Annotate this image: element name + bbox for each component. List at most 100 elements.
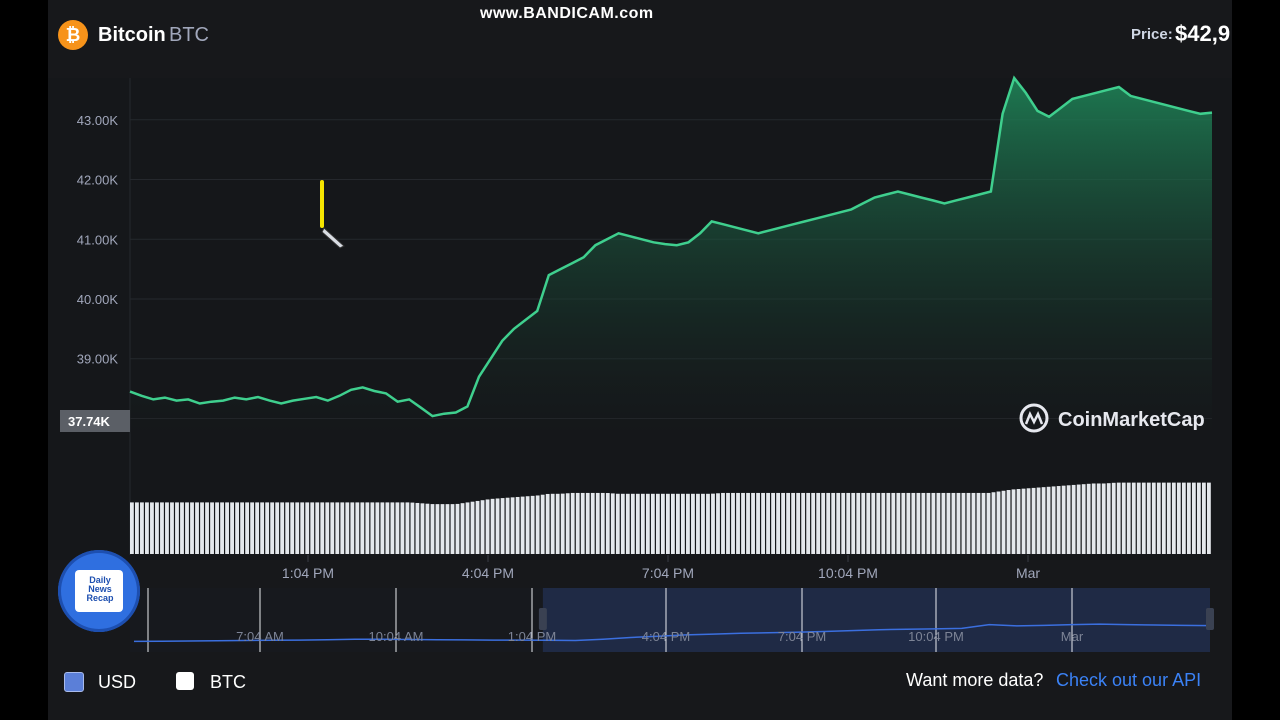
volume-bar bbox=[355, 502, 360, 554]
volume-bar bbox=[861, 492, 866, 554]
volume-bar bbox=[821, 492, 826, 554]
volume-bar bbox=[585, 492, 590, 554]
volume-bar bbox=[956, 492, 961, 554]
bitcoin-logo-icon: ₿ bbox=[58, 20, 88, 50]
volume-bar bbox=[751, 492, 755, 554]
coinmarketcap-logo-icon bbox=[1019, 403, 1049, 433]
btc-checkbox[interactable] bbox=[176, 672, 194, 690]
usd-checkbox[interactable] bbox=[64, 672, 84, 692]
volume-bar bbox=[776, 492, 781, 554]
y-tick-label: 42.00K bbox=[77, 173, 119, 188]
volume-bar bbox=[510, 497, 515, 554]
volume-bar bbox=[1116, 482, 1121, 554]
volume-bar bbox=[540, 494, 545, 554]
volume-bar bbox=[475, 500, 480, 554]
volume-bar bbox=[295, 502, 300, 554]
volume-bar bbox=[986, 492, 991, 554]
volume-bar bbox=[1041, 487, 1046, 554]
volume-bar bbox=[1121, 482, 1126, 554]
volume-bar bbox=[215, 502, 219, 554]
usd-label: USD bbox=[98, 672, 137, 692]
volume-bar bbox=[706, 493, 710, 554]
volume-bar bbox=[771, 492, 775, 554]
daily-news-recap-badge: Daily News Recap bbox=[58, 550, 140, 632]
y-tick-label: 39.00K bbox=[77, 352, 119, 367]
range-navigator[interactable]: 7:04 AM 10:04 AM 1:04 PM 4:04 PM 7:04 PM 10:0… bbox=[130, 588, 1214, 652]
volume-bar bbox=[816, 492, 821, 554]
volume-bar bbox=[620, 493, 625, 554]
volume-bar bbox=[766, 492, 770, 554]
volume-bar bbox=[701, 493, 705, 554]
volume-bar bbox=[345, 502, 350, 554]
volume-bar bbox=[691, 493, 695, 554]
x-tick-label: Mar bbox=[1016, 565, 1040, 581]
volume-bar bbox=[385, 502, 390, 554]
volume-bar bbox=[560, 493, 565, 554]
volume-bar bbox=[445, 504, 450, 554]
volume-bar bbox=[966, 492, 971, 554]
volume-bar bbox=[951, 492, 956, 554]
volume-bar bbox=[330, 502, 335, 554]
volume-bar bbox=[565, 493, 570, 554]
volume-bar bbox=[881, 492, 886, 554]
want-more-data-text: Want more data? bbox=[906, 670, 1044, 690]
volume-bar bbox=[260, 502, 265, 554]
coinmarketcap-brand: CoinMarketCap bbox=[1058, 409, 1205, 431]
volume-bar bbox=[340, 502, 345, 554]
volume-bar bbox=[255, 502, 260, 554]
volume-bar bbox=[831, 492, 836, 554]
volume-bar bbox=[200, 502, 204, 554]
volume-bar bbox=[535, 495, 540, 554]
volume-bar bbox=[686, 493, 690, 554]
volume-bar bbox=[465, 502, 470, 554]
navigator-handle-right[interactable] bbox=[1206, 608, 1214, 630]
volume-bar bbox=[150, 502, 154, 554]
volume-bar bbox=[1086, 483, 1091, 554]
volume-bar bbox=[1081, 484, 1086, 554]
volume-bar bbox=[1036, 487, 1041, 554]
volume-bar bbox=[1021, 488, 1026, 554]
navigator-handle-left[interactable] bbox=[538, 608, 547, 630]
volume-bar bbox=[1106, 483, 1111, 554]
x-tick-label: 7:04 PM bbox=[642, 565, 694, 581]
header: ₿ Bitcoin BTC Price: $42,9 bbox=[48, 0, 1232, 72]
volume-bar bbox=[826, 492, 831, 554]
volume-bar bbox=[140, 502, 144, 554]
volume-bar bbox=[550, 493, 555, 554]
navigator-selection[interactable] bbox=[542, 588, 1210, 652]
volume-bar bbox=[1011, 489, 1016, 554]
volume-bar bbox=[280, 502, 285, 554]
volume-bar bbox=[736, 492, 740, 554]
volume-bar bbox=[891, 492, 896, 554]
volume-bar bbox=[901, 492, 906, 554]
volume-bars bbox=[130, 482, 1211, 554]
chart-window: ₿ Bitcoin BTC Price: $42,9 38.00K39.00K4… bbox=[48, 0, 1232, 720]
volume-bar bbox=[926, 492, 931, 554]
volume-bar bbox=[1201, 482, 1206, 554]
volume-bar bbox=[315, 502, 320, 554]
volume-bar bbox=[530, 495, 535, 554]
volume-bar bbox=[285, 502, 290, 554]
volume-bar bbox=[1071, 484, 1076, 554]
volume-bar bbox=[375, 502, 380, 554]
volume-bar bbox=[1101, 483, 1106, 554]
volume-bar bbox=[165, 502, 169, 554]
volume-bar bbox=[1006, 490, 1011, 554]
volume-bar bbox=[696, 493, 700, 554]
check-out-api-link[interactable]: Check out our API bbox=[1056, 670, 1202, 690]
volume-bar bbox=[545, 493, 550, 554]
volume-bar bbox=[635, 493, 640, 554]
volume-bar bbox=[325, 502, 330, 554]
volume-bar bbox=[676, 493, 680, 554]
volume-bar bbox=[1001, 490, 1006, 554]
volume-bar bbox=[806, 492, 811, 554]
y-tick-label: 43.00K bbox=[77, 113, 119, 128]
volume-bar bbox=[1016, 489, 1021, 554]
volume-bar bbox=[991, 492, 996, 554]
bandicam-watermark: www.BANDICAM.com bbox=[480, 5, 654, 22]
volume-bar bbox=[230, 502, 234, 554]
volume-bar bbox=[921, 492, 926, 554]
volume-bar bbox=[360, 502, 365, 554]
volume-bar bbox=[135, 502, 139, 554]
